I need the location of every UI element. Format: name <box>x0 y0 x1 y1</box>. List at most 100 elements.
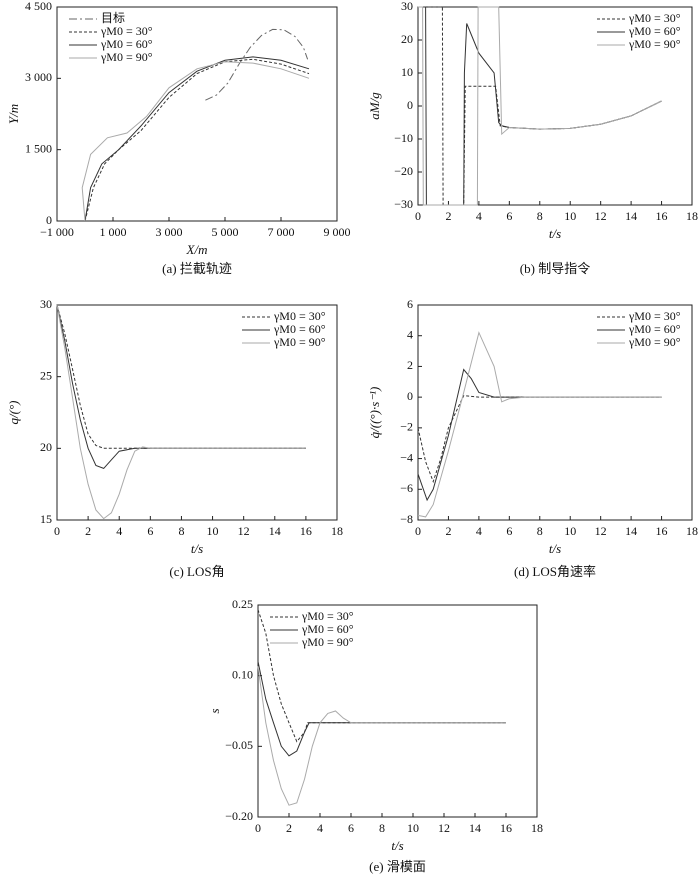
y-tick-label: 20 <box>401 32 413 46</box>
caption: (e) 滑模面 <box>369 859 426 874</box>
x-tick-label: 16 <box>500 821 512 835</box>
series-line <box>56 304 306 520</box>
y-tick-label: 3 000 <box>25 70 52 84</box>
caption: (c) LOS角 <box>169 564 224 579</box>
legend-label: γM0 = 30° <box>628 11 681 25</box>
y-tick-label: −0.05 <box>225 738 253 752</box>
y-tick-label: 25 <box>40 368 52 382</box>
legend-label: γM0 = 30° <box>301 609 354 623</box>
series-line <box>84 58 310 222</box>
caption: (b) 制导指令 <box>520 261 590 276</box>
y-axis-label: aM/g <box>367 92 382 120</box>
x-tick-label: 10 <box>564 524 576 538</box>
x-tick-label: 16 <box>656 209 668 223</box>
y-tick-label: −10 <box>394 131 413 145</box>
x-tick-label: 0 <box>255 821 261 835</box>
series-line <box>56 304 306 449</box>
y-tick-label: 1 500 <box>25 141 52 155</box>
x-tick-label: 4 <box>476 209 482 223</box>
series-line <box>417 395 662 484</box>
legend-label: γM0 = 90° <box>273 335 326 349</box>
y-tick-label: −6 <box>400 481 413 495</box>
y-tick-label: −8 <box>400 512 413 526</box>
legend-label: 目标 <box>101 11 125 25</box>
x-tick-label: 18 <box>531 821 543 835</box>
x-tick-label: 0 <box>415 524 421 538</box>
legend-label: γM0 = 90° <box>301 635 354 649</box>
y-axis-label: s <box>207 708 222 713</box>
x-tick-label: 18 <box>686 209 698 223</box>
y-axis-label: Y/m <box>6 104 21 124</box>
x-tick-label: 0 <box>54 524 60 538</box>
y-tick-label: 30 <box>40 297 52 311</box>
series-line <box>257 609 506 743</box>
x-tick-label: 2 <box>85 524 91 538</box>
y-tick-label: 6 <box>407 297 413 311</box>
x-tick-label: 0 <box>415 209 421 223</box>
x-tick-label: 7 000 <box>268 225 295 239</box>
legend-label: γM0 = 30° <box>628 309 681 323</box>
y-tick-label: 0 <box>407 389 413 403</box>
y-tick-label: 4 500 <box>25 0 52 13</box>
y-tick-label: −30 <box>394 197 413 211</box>
legend-label: γM0 = 90° <box>100 50 153 64</box>
series-line <box>257 661 506 757</box>
x-tick-label: 6 <box>506 209 512 223</box>
x-tick-label: 16 <box>656 524 668 538</box>
x-tick-label: −1 000 <box>40 225 74 239</box>
x-tick-label: 4 <box>317 821 323 835</box>
legend-label: γM0 = 60° <box>100 37 153 51</box>
x-tick-label: 9 000 <box>324 225 351 239</box>
x-tick-label: 6 <box>348 821 354 835</box>
x-tick-label: 8 <box>537 209 543 223</box>
x-tick-label: 10 <box>407 821 419 835</box>
series-line <box>205 28 309 101</box>
series-line <box>418 6 662 206</box>
x-tick-label: 14 <box>269 524 281 538</box>
x-tick-label: 5 000 <box>212 225 239 239</box>
plot-frame <box>56 6 338 222</box>
x-tick-label: 12 <box>595 524 607 538</box>
y-tick-label: 30 <box>401 0 413 13</box>
y-tick-label: 4 <box>407 327 413 341</box>
x-tick-label: 2 <box>445 209 451 223</box>
series-line <box>81 61 310 222</box>
x-tick-label: 8 <box>178 524 184 538</box>
legend-label: γM0 = 30° <box>100 24 153 38</box>
x-tick-label: 6 <box>506 524 512 538</box>
x-tick-label: 18 <box>331 524 343 538</box>
x-tick-label: 8 <box>379 821 385 835</box>
series-line <box>417 331 662 518</box>
legend-label: γM0 = 60° <box>628 24 681 38</box>
x-tick-label: 14 <box>625 524 637 538</box>
y-tick-label: 0 <box>46 213 52 227</box>
x-tick-label: 6 <box>147 524 153 538</box>
x-tick-label: 14 <box>469 821 481 835</box>
y-tick-label: −0.20 <box>225 809 253 823</box>
series-line <box>84 56 310 222</box>
legend-label: γM0 = 60° <box>628 322 681 336</box>
caption: (d) LOS角速率 <box>514 564 596 579</box>
x-tick-label: 4 <box>116 524 122 538</box>
x-tick-label: 14 <box>625 209 637 223</box>
y-tick-label: 2 <box>407 358 413 372</box>
series-line <box>417 368 662 502</box>
y-tick-label: 0 <box>407 98 413 112</box>
x-tick-label: 1 000 <box>100 225 127 239</box>
x-tick-label: 2 <box>286 821 292 835</box>
legend-label: γM0 = 30° <box>273 309 326 323</box>
legend-label: γM0 = 60° <box>301 622 354 636</box>
x-tick-label: 2 <box>445 524 451 538</box>
x-tick-label: 10 <box>207 524 219 538</box>
legend-label: γM0 = 60° <box>273 322 326 336</box>
y-axis-label: q/(°) <box>6 401 21 425</box>
caption: (a) 拦截轨迹 <box>162 261 232 276</box>
y-tick-label: 20 <box>40 440 52 454</box>
y-tick-label: −4 <box>400 450 413 464</box>
x-tick-label: 18 <box>686 524 698 538</box>
y-tick-label: −20 <box>394 164 413 178</box>
legend-label: γM0 = 90° <box>628 37 681 51</box>
x-tick-label: 12 <box>595 209 607 223</box>
x-tick-label: 10 <box>564 209 576 223</box>
